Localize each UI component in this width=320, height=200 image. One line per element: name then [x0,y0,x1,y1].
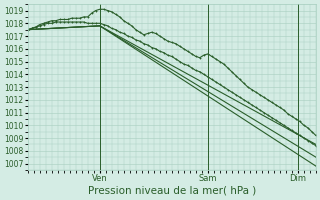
X-axis label: Pression niveau de la mer( hPa ): Pression niveau de la mer( hPa ) [88,186,256,196]
